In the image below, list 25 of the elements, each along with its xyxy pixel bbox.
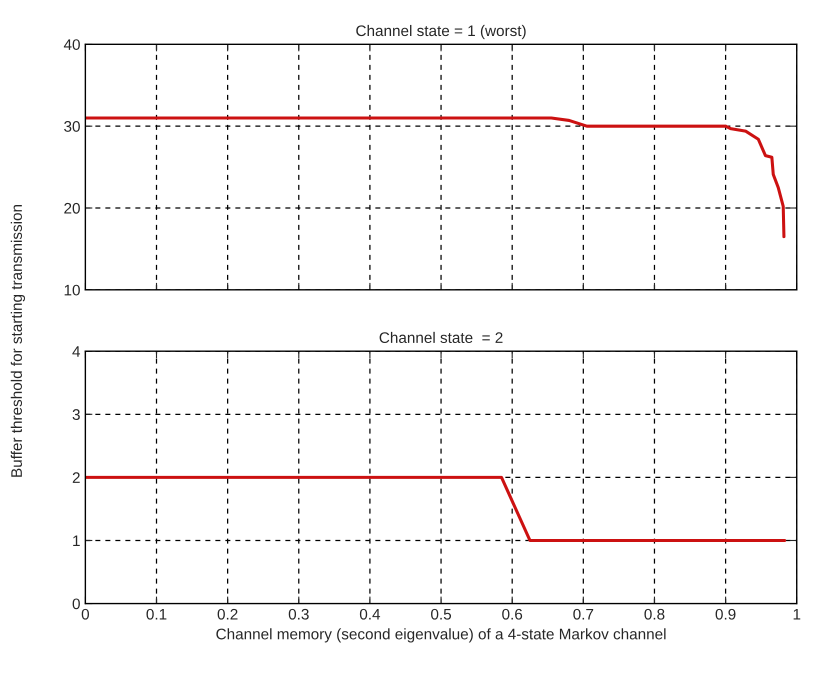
y-tick-label: 40 [64, 39, 80, 50]
chart-title: Channel state = 2 [380, 332, 503, 344]
y-axis-title: Buffer threshold for starting transmission [10, 204, 26, 477]
x-tick-label: 0.7 [573, 608, 594, 620]
x-tick-label: 0.4 [360, 608, 380, 620]
chart-title: Channel state = 1 (worst) [356, 24, 526, 40]
y-tick-label: 1 [73, 536, 80, 546]
x-tick-label: 1 [794, 608, 800, 620]
x-tick-label: 0.3 [288, 608, 309, 620]
x-tick-label: 0.6 [502, 608, 522, 620]
y-tick-label: 4 [72, 346, 80, 357]
x-axis-title: Channel memory (second eigenvalue) of a 4-state Markov channel [216, 628, 666, 642]
y-tick-label: 30 [64, 121, 80, 132]
x-tick-label: 0.5 [431, 608, 452, 620]
y-tick-label: 20 [64, 202, 80, 214]
y-tick-label: 3 [72, 409, 80, 420]
x-tick-label: 0 [82, 608, 90, 620]
line-series [85, 116, 786, 238]
x-tick-label: 0.8 [644, 608, 664, 620]
x-tick-label: 0.1 [146, 608, 166, 620]
y-tick-label: 2 [72, 472, 80, 483]
y-tick-label: 0 [72, 598, 80, 610]
x-tick-label: 0.9 [716, 608, 736, 620]
y-tick-label: 10 [64, 284, 80, 296]
x-tick-label: 0.2 [218, 608, 238, 620]
